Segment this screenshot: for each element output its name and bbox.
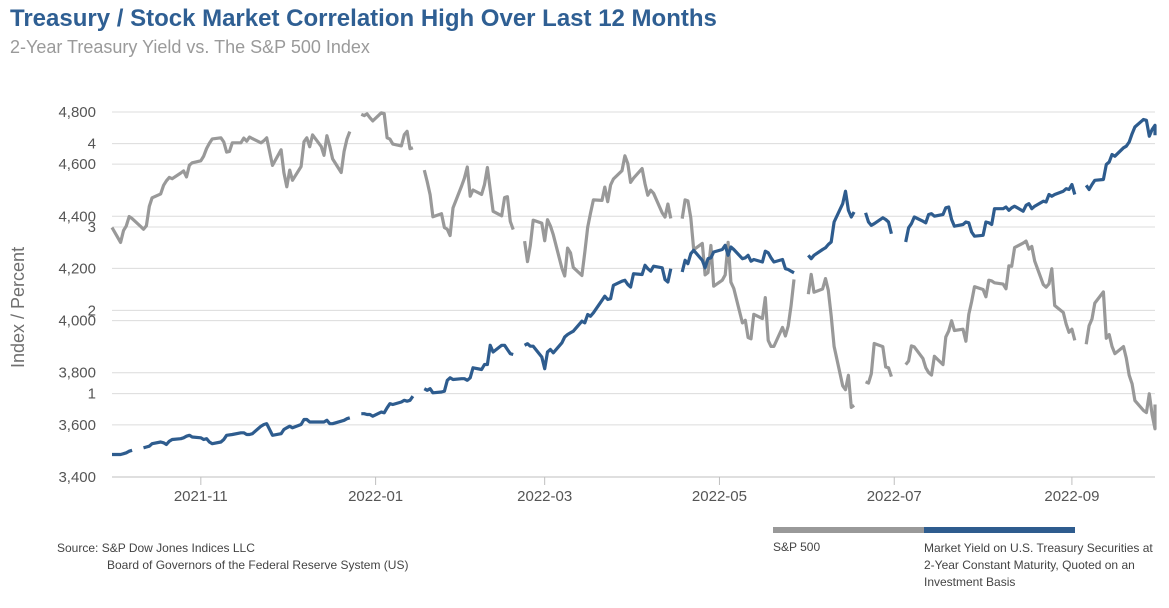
chart-subtitle: 2-Year Treasury Yield vs. The S&P 500 In…: [10, 37, 370, 57]
y-right-tick-label: 3: [88, 219, 96, 236]
x-tick-label: 2022-01: [348, 488, 403, 505]
treasury-yield-series-line: [523, 263, 673, 371]
x-tick-label: 2022-05: [692, 488, 747, 505]
line-chart: 3,400 3,600 3,800 4,000 4,200 4,400 4,600 4,800…: [58, 104, 1157, 505]
legend-swatch-treasury: [924, 527, 1075, 533]
y-right-tick-label: 1: [88, 386, 96, 403]
source-line-1: Source: S&P Dow Jones Indices LLC: [57, 541, 255, 555]
y-left-tick-label: 3,400: [58, 469, 96, 486]
y-left-tick-label: 3,800: [58, 365, 96, 382]
sp500-series-line: [806, 272, 856, 409]
sp500-series-line: [523, 154, 673, 278]
source-line-2: Board of Governors of the Federal Reserv…: [107, 558, 409, 572]
y-left-tick-label: 3,600: [58, 417, 96, 434]
legend-label-sp500: S&P 500: [773, 540, 821, 554]
sp500-series-line: [422, 165, 515, 238]
treasury-yield-series-line: [423, 343, 514, 395]
x-tick-label: 2021-11: [174, 488, 228, 505]
y-left-tick-label: 4,000: [58, 313, 96, 330]
x-tick-label: 2022-07: [867, 488, 922, 505]
legend-swatch-sp500: [773, 527, 924, 533]
treasury-yield-series-line: [361, 395, 415, 418]
treasury-yield-series-line: [680, 243, 795, 275]
treasury-yield-series-line: [112, 448, 133, 457]
sp500-series-line: [1084, 290, 1157, 431]
legend-label-treasury: Market Yield on U.S. Treasury Securities…: [924, 541, 1153, 589]
sp500-series-line: [904, 239, 1077, 377]
sp500-series-line: [360, 111, 414, 151]
treasury-yield-series-line: [864, 212, 893, 235]
y-right-tick-label: 2: [88, 302, 96, 319]
x-tick-label: 2022-09: [1044, 488, 1099, 505]
sp500-series-line: [110, 131, 352, 244]
y-left-tick-label: 4,600: [58, 156, 96, 173]
sp500-series-line: [680, 198, 796, 348]
source-note: Source: S&P Dow Jones Indices LLC Board …: [57, 540, 408, 574]
sp500-series-line: [864, 341, 893, 385]
y-left-tick-label: 4,200: [58, 260, 96, 277]
treasury-yield-series-line: [143, 416, 351, 450]
treasury-yield-series-line: [807, 189, 856, 261]
treasury-yield-series-line: [1084, 117, 1157, 192]
x-tick-label: 2022-03: [517, 488, 572, 505]
y-left-tick-label: 4,800: [58, 104, 96, 121]
treasury-yield-series-line: [904, 182, 1077, 243]
y-left-tick-label: 4,400: [58, 208, 96, 225]
chart-title: Treasury / Stock Market Correlation High…: [10, 5, 717, 32]
y-right-tick-label: 4: [88, 136, 96, 153]
